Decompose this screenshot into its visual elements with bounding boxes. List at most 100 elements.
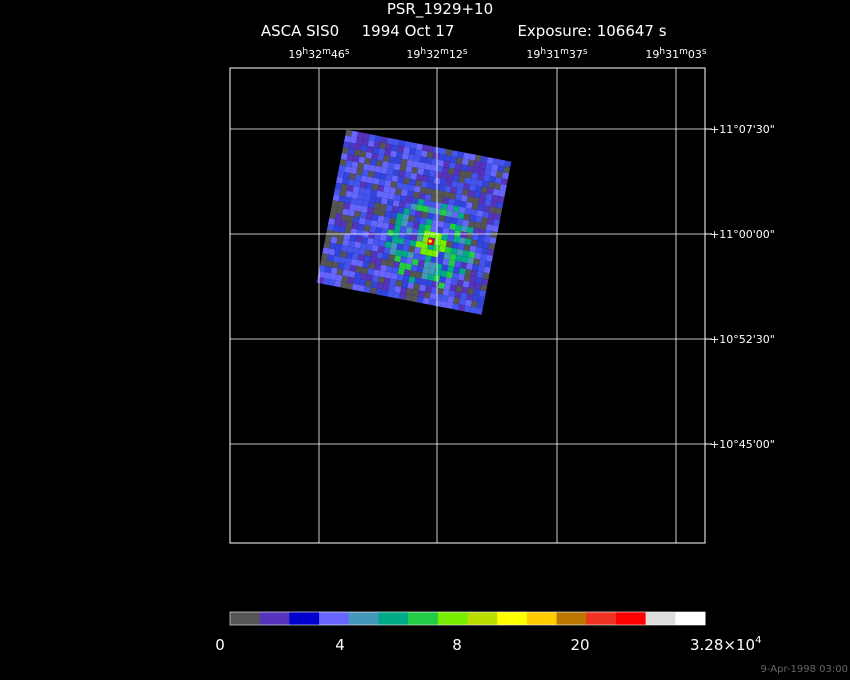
pixel <box>322 277 330 286</box>
pixel <box>454 260 462 268</box>
pixel <box>346 154 354 162</box>
pixel <box>321 253 329 261</box>
pixel <box>388 254 396 262</box>
pixel <box>391 236 399 244</box>
pixel <box>328 248 336 256</box>
pixel <box>448 229 456 237</box>
pixel <box>434 238 442 246</box>
pixel <box>381 289 389 297</box>
pixel <box>456 187 464 195</box>
pixel <box>405 196 413 204</box>
pixel <box>367 170 375 178</box>
pixel <box>439 276 447 284</box>
pixel <box>342 141 351 149</box>
pixel <box>403 177 411 185</box>
pixel <box>477 295 485 304</box>
pixel <box>476 240 484 248</box>
pixel <box>477 204 485 212</box>
pixel <box>500 178 508 186</box>
pixel <box>376 282 384 290</box>
pixel <box>497 165 505 173</box>
pixel <box>455 254 463 262</box>
colorbar-frame <box>229 611 706 626</box>
pixel <box>466 293 474 301</box>
pixel <box>454 291 462 299</box>
pixel <box>494 177 502 185</box>
pixel <box>452 174 460 182</box>
pixel <box>462 250 470 258</box>
pixel <box>471 233 479 241</box>
pixel <box>420 248 428 256</box>
pixel <box>471 264 479 272</box>
pixel <box>464 177 472 185</box>
pixel <box>461 256 469 264</box>
pixel <box>358 248 366 256</box>
pixel <box>407 184 415 192</box>
pixel <box>363 194 371 202</box>
pixel <box>364 218 372 226</box>
pixel <box>320 259 328 267</box>
pixel <box>333 188 341 196</box>
pixel <box>425 157 433 165</box>
pixel <box>406 159 414 167</box>
pixel <box>366 274 374 282</box>
pixel <box>397 268 405 276</box>
colorbar-label: 20 <box>570 636 589 654</box>
pixel <box>410 172 418 180</box>
pixel <box>478 259 486 267</box>
pixel <box>423 169 431 177</box>
pixel <box>470 270 478 278</box>
pixel <box>335 213 343 221</box>
pixel <box>419 186 427 194</box>
pixel <box>479 290 487 298</box>
pixel <box>445 210 453 218</box>
pixel <box>432 183 440 191</box>
pixel <box>403 238 411 246</box>
pixel <box>426 151 434 159</box>
pixel <box>365 151 373 159</box>
pixel <box>467 190 476 198</box>
pixel <box>407 282 415 290</box>
ra-value: 19 <box>645 48 659 61</box>
colorbar-swatch <box>319 612 350 625</box>
pixel <box>392 169 400 177</box>
pixel <box>376 221 384 229</box>
pixel <box>442 258 450 266</box>
pixel <box>492 158 500 166</box>
pixel <box>387 290 395 298</box>
pixel <box>334 249 342 257</box>
pixel <box>482 180 490 188</box>
colorbar-swatch <box>497 612 528 625</box>
pixel <box>386 229 395 237</box>
pixel <box>438 214 446 223</box>
pixel <box>472 294 480 302</box>
pixel <box>466 263 474 271</box>
dec-label: +11°07'30" <box>710 123 775 136</box>
pixel <box>353 180 361 188</box>
pixel <box>374 135 382 143</box>
pixel <box>351 253 359 261</box>
pixel <box>373 202 381 210</box>
pixel <box>409 270 417 278</box>
pixel <box>418 192 426 200</box>
pixel <box>395 279 403 287</box>
pixel <box>414 149 422 157</box>
pixel <box>443 191 451 199</box>
pixel <box>383 216 391 224</box>
pixel <box>438 153 446 161</box>
pixel <box>408 276 416 284</box>
colorbar-swatch <box>378 612 409 625</box>
pixel <box>462 280 470 288</box>
pixel <box>344 227 352 235</box>
pixel <box>424 285 432 293</box>
ra-label: 19h32m46s <box>288 47 350 61</box>
pixel <box>438 245 446 253</box>
pixel <box>429 262 437 270</box>
pixel <box>439 178 447 186</box>
pixel <box>325 229 333 237</box>
pixel <box>357 193 365 201</box>
pixel <box>427 145 435 153</box>
pixel <box>479 161 487 169</box>
pixel <box>388 284 396 292</box>
